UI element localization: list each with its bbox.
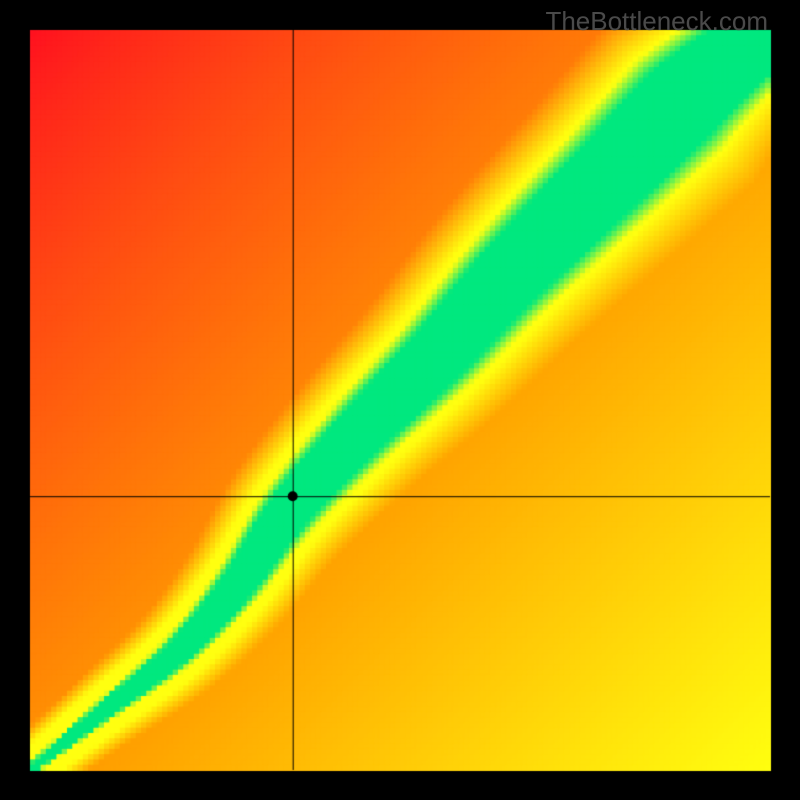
bottleneck-heatmap	[0, 0, 800, 800]
watermark-text: TheBottleneck.com	[545, 6, 768, 37]
